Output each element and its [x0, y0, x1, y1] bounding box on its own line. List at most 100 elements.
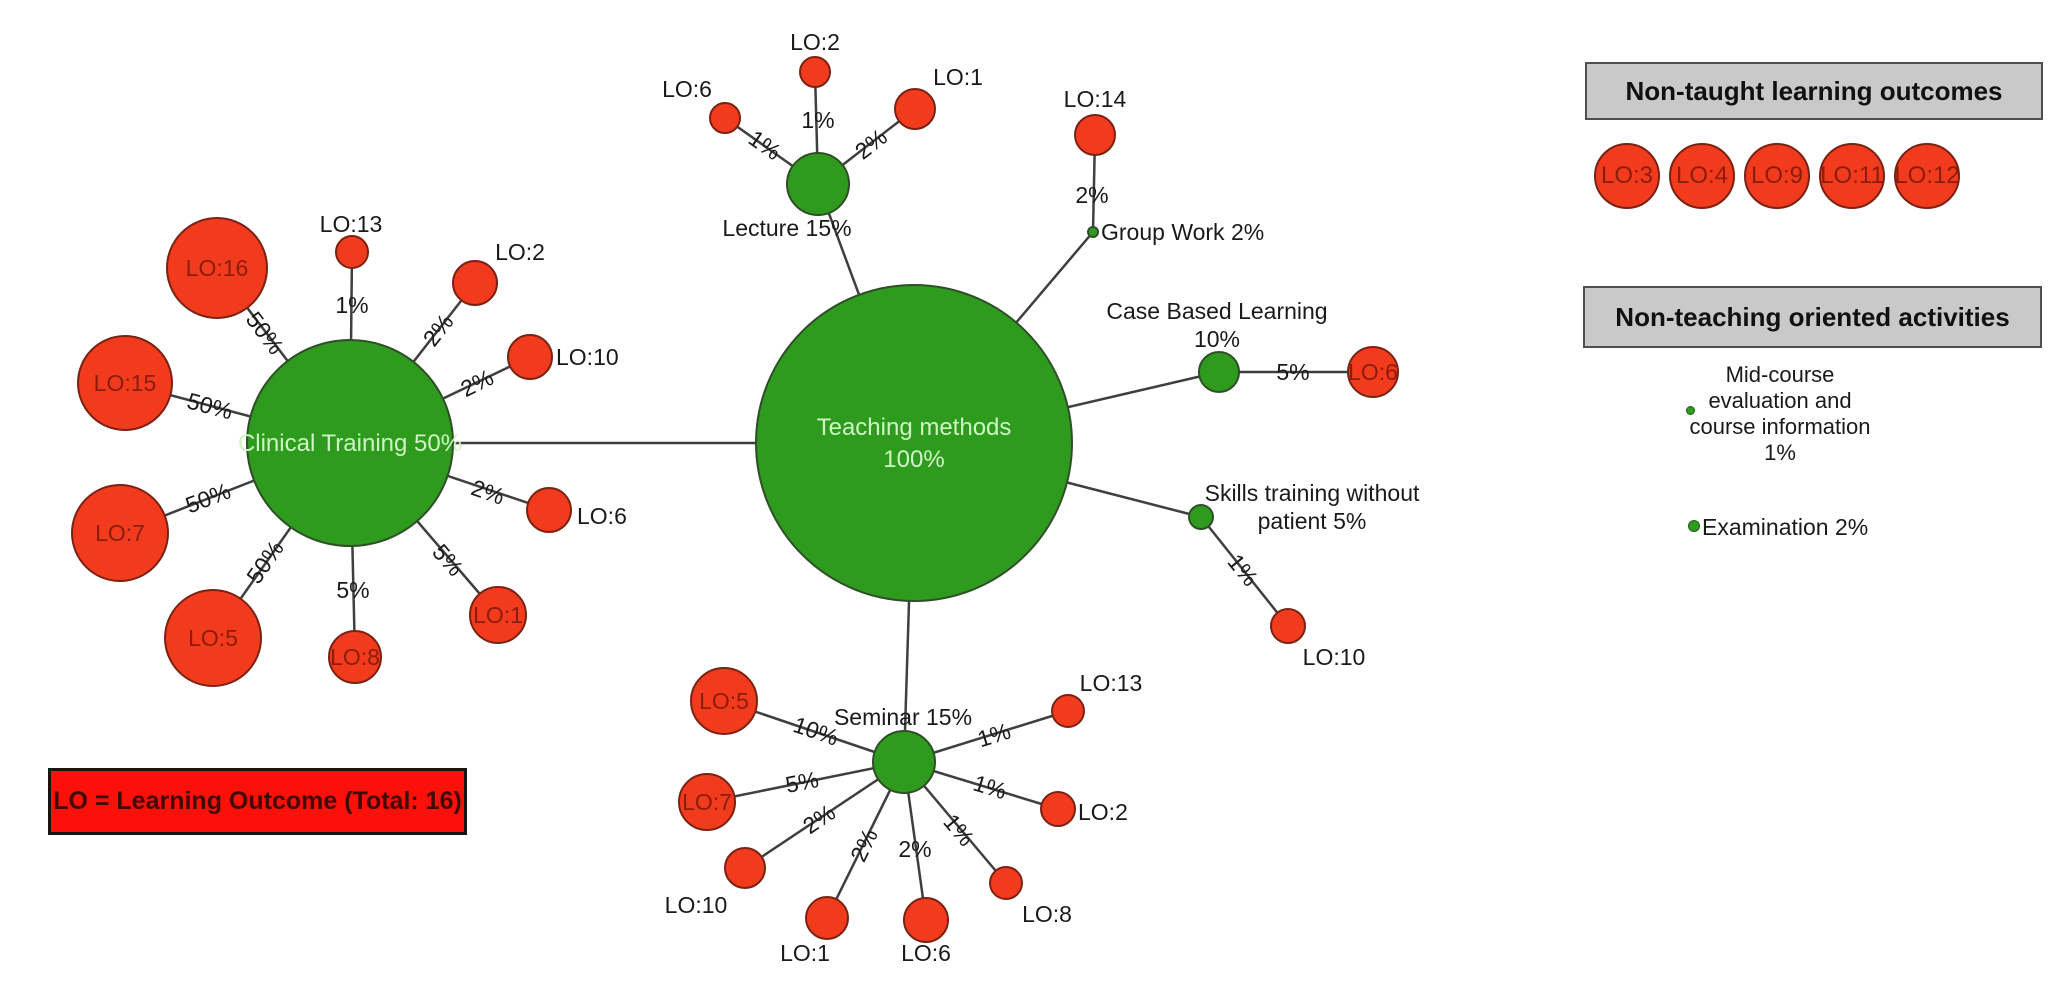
node-cl-lo6 — [526, 487, 572, 533]
node-gw-lo14 — [1074, 114, 1116, 156]
node-outer-label: LO:13 — [1080, 670, 1143, 696]
edge-label: 2% — [850, 124, 892, 165]
non-taught-header: Non-taught learning outcomes — [1585, 62, 2043, 120]
midcourse-activity-label: Mid-course evaluation and course informa… — [1689, 362, 1871, 465]
edge-label: 2% — [456, 364, 497, 402]
node-sem-lo7 — [678, 773, 736, 831]
edge-label: 50% — [184, 387, 235, 424]
non-taught-header-label: Non-taught learning outcomes — [1625, 75, 2003, 106]
node-seminar — [872, 730, 936, 794]
node-cl-lo5 — [164, 589, 262, 687]
node-inner-label: LO:6 — [1348, 359, 1398, 385]
node-sem-lo10 — [724, 847, 766, 889]
node-sem-lo1 — [805, 896, 849, 940]
edge-label: 5% — [783, 766, 821, 798]
non-teaching-header-label: Non-teaching oriented activities — [1615, 301, 2010, 332]
node-sem-lo5 — [690, 667, 758, 735]
edge-label: 2% — [468, 474, 508, 509]
node-cl-lo2 — [452, 260, 498, 306]
edge-label: 2% — [1075, 182, 1108, 208]
node-cb-lo6 — [1347, 346, 1399, 398]
node-cl-lo1 — [469, 586, 527, 644]
node-lec-lo6 — [709, 102, 741, 134]
node-inner-label: Teaching methods 100% — [817, 414, 1012, 473]
node-outer-label: LO:6 — [577, 503, 627, 529]
midcourse-dot-icon — [1686, 406, 1695, 415]
node-inner-label: LO:8 — [330, 644, 380, 670]
node-inner-label: Clinical Training 50% — [238, 430, 462, 457]
node-outer-label: Group Work 2% — [1101, 219, 1264, 245]
node-inner-label: LO:5 — [699, 688, 749, 714]
node-outer-label: LO:1 — [933, 64, 983, 90]
node-cl-lo7 — [71, 484, 169, 582]
node-sem-lo6 — [903, 897, 949, 943]
node-outer-label: LO:8 — [1022, 901, 1072, 927]
node-outer-label: LO:2 — [1078, 799, 1128, 825]
edge-label: 1% — [970, 770, 1009, 805]
edge-label: 2% — [845, 824, 883, 865]
node-inner-label: LO:16 — [186, 255, 249, 281]
edge-label: 50% — [241, 536, 289, 589]
node-sem-lo2 — [1040, 791, 1076, 827]
node-clinical — [246, 339, 454, 547]
node-outer-label: LO:2 — [790, 29, 840, 55]
node-outer-label: Case Based Learning 10% — [1106, 298, 1327, 352]
node-lecture — [786, 152, 850, 216]
node-outer-label: LO:1 — [780, 940, 830, 966]
non-taught-lo-circle: LO:12 — [1894, 143, 1960, 209]
legend-text: LO = Learning Outcome (Total: 16) — [53, 787, 462, 815]
edge-label: 2% — [798, 799, 840, 839]
node-skills — [1188, 504, 1214, 530]
node-cl-lo15 — [77, 335, 173, 431]
node-inner-label: LO:1 — [473, 602, 523, 628]
node-lec-lo2 — [799, 56, 831, 88]
node-outer-label: LO:2 — [495, 239, 545, 265]
non-taught-outcomes-row: LO:3 LO:4 LO:9 LO:11 LO:12 — [1594, 143, 1960, 209]
edge-label: 1% — [801, 107, 834, 133]
node-casebased — [1198, 351, 1240, 393]
node-outer-label: LO:10 — [665, 892, 728, 918]
node-inner-label: LO:7 — [682, 789, 732, 815]
node-outer-label: Skills training without patient 5% — [1205, 480, 1420, 534]
node-outer-label: LO:13 — [320, 211, 383, 237]
edge-label: 2% — [898, 836, 931, 862]
examination-dot-icon — [1688, 520, 1700, 532]
edge-label: 1% — [974, 718, 1013, 753]
legend-box: LO = Learning Outcome (Total: 16) — [48, 768, 467, 835]
edge-seminar-sem-lo7 — [706, 760, 905, 804]
node-lec-lo1 — [894, 88, 936, 130]
node-cl-lo13 — [335, 235, 369, 269]
edge-label: 5% — [336, 577, 369, 603]
node-sem-lo13 — [1051, 694, 1085, 728]
edge-label: 5% — [1276, 359, 1309, 385]
edge-label: 1% — [744, 125, 786, 165]
node-cl-lo16 — [166, 217, 268, 319]
non-teaching-header: Non-teaching oriented activities — [1583, 286, 2042, 348]
node-sem-lo8 — [989, 866, 1023, 900]
edge-skills-sk-lo10 — [1200, 516, 1289, 627]
node-outer-label: Seminar 15% — [834, 704, 972, 730]
edge-label: 1% — [335, 292, 368, 318]
node-outer-label: LO:14 — [1064, 86, 1127, 112]
non-taught-lo-circle: LO:11 — [1819, 143, 1885, 209]
node-inner-label: LO:15 — [94, 370, 157, 396]
edge-label: 50% — [182, 478, 234, 519]
node-outer-label: Lecture 15% — [722, 215, 851, 241]
node-inner-label: LO:5 — [188, 625, 238, 651]
node-outer-label: LO:6 — [662, 76, 712, 102]
node-groupwork — [1087, 226, 1099, 238]
edge-label: 1% — [1222, 549, 1263, 591]
node-inner-label: LO:7 — [95, 520, 145, 546]
node-outer-label: LO:10 — [556, 344, 619, 370]
examination-activity-label: Examination 2% — [1702, 514, 1869, 540]
node-sk-lo10 — [1270, 608, 1306, 644]
non-taught-lo-circle: LO:3 — [1594, 143, 1660, 209]
node-cl-lo10 — [507, 334, 553, 380]
node-cl-lo8 — [328, 630, 382, 684]
non-taught-lo-circle: LO:4 — [1669, 143, 1735, 209]
node-teaching — [755, 284, 1073, 602]
node-outer-label: LO:6 — [901, 940, 951, 966]
non-taught-lo-circle: LO:9 — [1744, 143, 1810, 209]
